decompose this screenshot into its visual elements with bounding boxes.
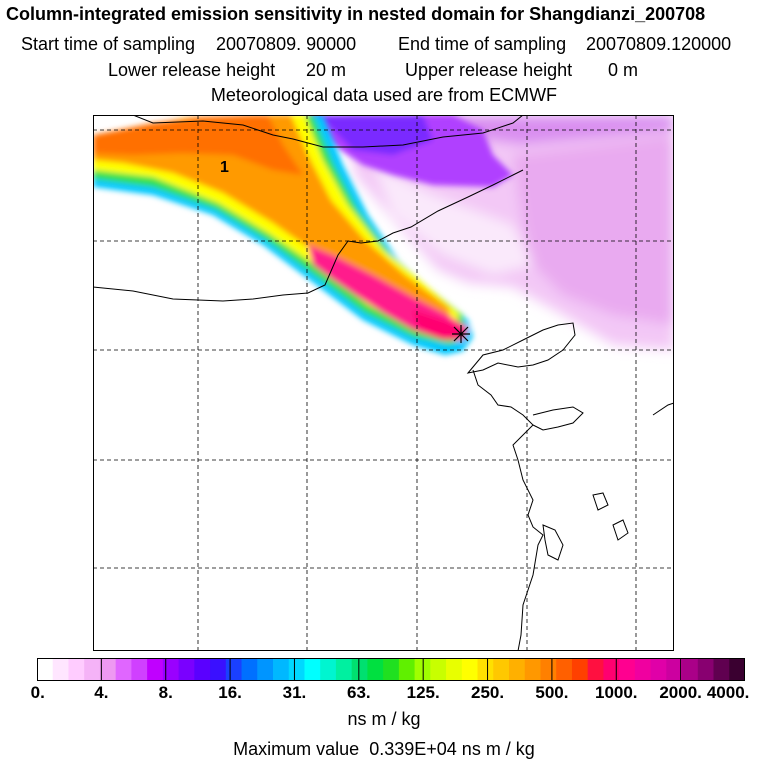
colorbar-cell	[241, 658, 258, 681]
colorbar-cell	[37, 658, 54, 681]
end-time-label: End time of sampling	[398, 34, 567, 54]
colorbar-cell	[131, 658, 148, 681]
colorbar-cell	[398, 658, 416, 681]
colorbar-tick-label: 63.	[346, 683, 371, 702]
colorbar-tick-label: 4.	[94, 683, 109, 702]
colorbar-cell	[147, 658, 164, 681]
colorbar-cell	[587, 658, 604, 681]
colorbar-cell	[713, 658, 730, 681]
colorbar-cell	[571, 658, 589, 681]
start-time-label: Start time of sampling	[21, 34, 196, 54]
colorbar-tick-label: 4000.	[706, 683, 750, 702]
coastlines-borders	[93, 115, 674, 651]
colorbar-cell	[367, 658, 384, 681]
colorbar-cell	[194, 658, 211, 681]
emission-sensitivity-map: 1	[93, 115, 674, 651]
colorbar-cell	[540, 658, 557, 681]
colorbar-cell	[619, 658, 636, 681]
colorbar-cell	[524, 658, 542, 681]
colorbar-cell	[430, 658, 447, 681]
start-time-value: 20070809. 90000	[216, 34, 357, 54]
lat-lon-grid	[93, 115, 674, 651]
colorbar-cell	[446, 658, 463, 681]
plume-label: 1	[220, 159, 229, 176]
lower-height-value: 20 m	[306, 60, 347, 80]
colorbar-cell	[288, 658, 306, 681]
colorbar-tick-label: 125.	[406, 683, 440, 702]
end-time-value: 20070809.120000	[586, 34, 732, 54]
colorbar-cell	[477, 658, 494, 681]
colorbar-tick-label: 16.	[218, 683, 242, 702]
colorbar-cell	[210, 658, 227, 681]
colorbar-cell	[650, 658, 667, 681]
colorbar-cell	[257, 658, 274, 681]
colorbar-cell	[273, 658, 290, 681]
lower-height-label: Lower release height	[108, 60, 276, 80]
colorbar-cell	[682, 658, 699, 681]
colorbar-cell	[493, 658, 510, 681]
colorbar-cell	[697, 658, 715, 681]
colorbar-tick-label: 2000.	[659, 683, 702, 702]
colorbar-cell	[99, 658, 117, 681]
colorbar-tick-label: 1000.	[594, 683, 638, 702]
max-value-label: Maximum value	[233, 739, 360, 759]
colorbar-cell	[556, 658, 573, 681]
colorbar-cell	[225, 658, 243, 681]
colorbar-cell	[68, 658, 85, 681]
colorbar-tick-label: 8.	[158, 683, 173, 702]
colorbar-cell	[666, 658, 683, 681]
colorbar-cell	[383, 658, 400, 681]
colorbar-cell	[729, 658, 745, 681]
colorbar-cell	[603, 658, 620, 681]
colorbar-cell	[115, 658, 132, 681]
colorbar-tick-label: 0.	[30, 683, 45, 702]
colorbar-cell	[52, 658, 70, 681]
upper-height-label: Upper release height	[405, 60, 573, 80]
plot-title: Column-integrated emission sensitivity i…	[6, 4, 706, 24]
colorbar-cell	[84, 658, 101, 681]
colorbar-cell	[351, 658, 368, 681]
colorbar-unit: ns m / kg	[347, 709, 421, 729]
colorbar-cell	[335, 658, 353, 681]
met-data-line: Meteorological data used are from ECMWF	[210, 85, 558, 105]
upper-height-value: 0 m	[608, 60, 639, 80]
colorbar-cell	[162, 658, 180, 681]
colorbar-cell	[304, 658, 321, 681]
colorbar-cell	[634, 658, 652, 681]
colorbar-tick-label: 31.	[282, 683, 307, 702]
colorbar-cell	[509, 658, 526, 681]
colorbar-cell	[461, 658, 479, 681]
colorbar-cell	[320, 658, 337, 681]
colorbar-tick-label: 250.	[470, 683, 505, 702]
plume	[93, 115, 473, 355]
colorbar-cell	[178, 658, 195, 681]
maximum-value-line: Maximum value 0.339E+04 ns m / kg	[0, 739, 768, 760]
receptor-marker	[452, 325, 470, 343]
max-value: 0.339E+04 ns m / kg	[369, 739, 535, 759]
colorbar-tick-label: 500.	[535, 683, 569, 702]
colorbar	[37, 658, 745, 681]
map-frame	[93, 115, 674, 651]
